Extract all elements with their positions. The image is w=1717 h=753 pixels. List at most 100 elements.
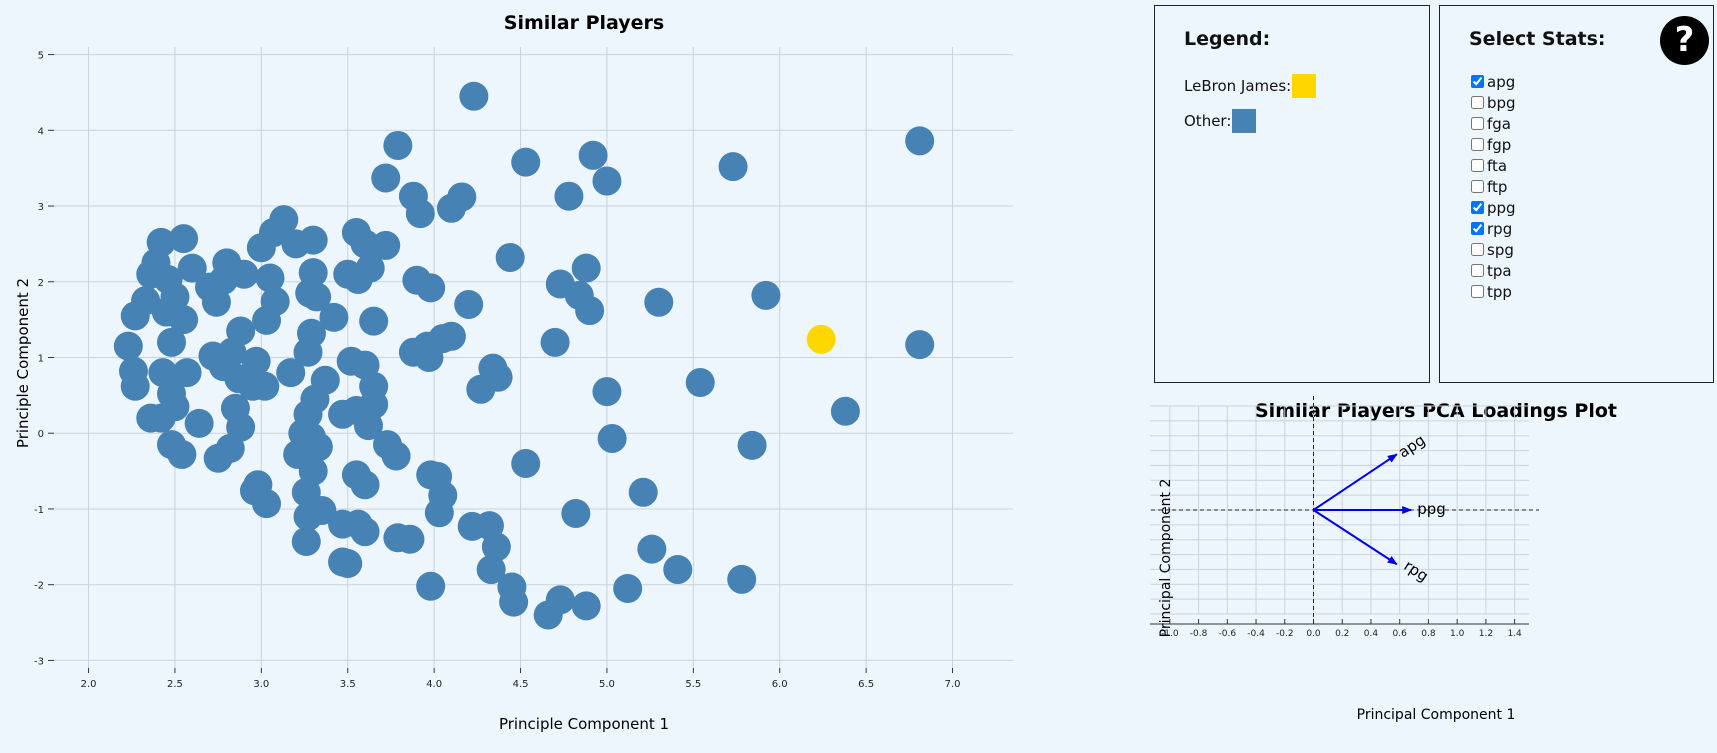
scatter-point-other[interactable] <box>350 470 380 500</box>
stat-checkbox-apg[interactable] <box>1471 75 1484 88</box>
scatter-point-other[interactable] <box>511 449 541 479</box>
scatter-point-other[interactable] <box>405 199 435 229</box>
scatter-point-other[interactable] <box>291 527 321 557</box>
scatter-point-other[interactable] <box>293 337 323 367</box>
stat-item-tpp[interactable]: tpp <box>1471 281 1516 302</box>
stat-item-spg[interactable]: spg <box>1471 239 1516 260</box>
scatter-point-other[interactable] <box>302 282 332 312</box>
stat-checkbox-ppg[interactable] <box>1471 201 1484 214</box>
scatter-point-other[interactable] <box>571 591 601 621</box>
scatter-point-other[interactable] <box>355 253 385 283</box>
scatter-point-other[interactable] <box>229 259 259 289</box>
scatter-point-other[interactable] <box>243 470 273 500</box>
scatter-point-other[interactable] <box>578 140 608 170</box>
scatter-point-other[interactable] <box>269 205 299 235</box>
scatter-point-other[interactable] <box>575 296 605 326</box>
stat-item-ppg[interactable]: ppg <box>1471 197 1516 218</box>
scatter-point-other[interactable] <box>571 253 601 283</box>
stat-item-fta[interactable]: fta <box>1471 155 1516 176</box>
scatter-point-other[interactable] <box>319 302 349 332</box>
scatter-point-other[interactable] <box>727 564 757 594</box>
scatter-point-other[interactable] <box>203 443 233 473</box>
scatter-point-other[interactable] <box>447 182 477 212</box>
scatter-point-other[interactable] <box>201 287 231 317</box>
scatter-point-other[interactable] <box>545 585 575 615</box>
scatter-point-other[interactable] <box>481 532 511 562</box>
help-button[interactable]: ? <box>1660 16 1709 65</box>
scatter-point-other[interactable] <box>120 301 150 331</box>
scatter-point-other[interactable] <box>298 225 328 255</box>
scatter-point-other[interactable] <box>416 273 446 303</box>
scatter-point-other[interactable] <box>172 358 202 388</box>
scatter-point-other[interactable] <box>459 81 489 111</box>
stat-checkbox-fta[interactable] <box>1471 159 1484 172</box>
scatter-point-other[interactable] <box>350 229 380 259</box>
scatter-point-other[interactable] <box>276 358 306 388</box>
stat-item-fgp[interactable]: fgp <box>1471 134 1516 155</box>
stat-checkbox-spg[interactable] <box>1471 243 1484 256</box>
stat-checkbox-bpg[interactable] <box>1471 96 1484 109</box>
scatter-point-other[interactable] <box>454 289 484 319</box>
stat-checkbox-tpa[interactable] <box>1471 264 1484 277</box>
stat-item-bpg[interactable]: bpg <box>1471 92 1516 113</box>
scatter-point-other[interactable] <box>169 224 199 254</box>
scatter-point-other[interactable] <box>905 330 935 360</box>
scatter-point-other[interactable] <box>416 571 446 601</box>
stat-checkbox-ftp[interactable] <box>1471 180 1484 193</box>
scatter-point-other[interactable] <box>371 163 401 193</box>
scatter-point-other[interactable] <box>613 573 643 603</box>
scatter-point-other[interactable] <box>359 306 389 336</box>
stat-checkbox-fgp[interactable] <box>1471 138 1484 151</box>
scatter-point-other[interactable] <box>328 399 358 429</box>
scatter-point-other[interactable] <box>383 130 413 160</box>
scatter-point-other[interactable] <box>381 441 411 471</box>
scatter-point-other[interactable] <box>255 263 285 293</box>
scatter-point-other[interactable] <box>156 327 186 357</box>
scatter-point-other[interactable] <box>184 408 214 438</box>
scatter-point-other[interactable] <box>424 498 454 528</box>
scatter-point-other[interactable] <box>241 346 271 376</box>
scatter-point-other[interactable] <box>293 502 323 532</box>
scatter-point-other[interactable] <box>167 439 197 469</box>
scatter-point-other[interactable] <box>540 327 570 357</box>
scatter-point-other[interactable] <box>830 396 860 426</box>
scatter-point-other[interactable] <box>628 477 658 507</box>
scatter-point-other[interactable] <box>554 181 584 211</box>
scatter-point-other[interactable] <box>511 147 541 177</box>
scatter-point-other[interactable] <box>153 264 183 294</box>
scatter-point-other[interactable] <box>350 517 380 547</box>
scatter-point-other[interactable] <box>685 367 715 397</box>
scatter-point-other[interactable] <box>499 587 529 617</box>
scatter-point-other[interactable] <box>120 371 150 401</box>
scatter-point-other[interactable] <box>644 287 674 317</box>
scatter-point-other[interactable] <box>250 371 280 401</box>
scatter-point-other[interactable] <box>751 280 781 310</box>
stat-item-fga[interactable]: fga <box>1471 113 1516 134</box>
scatter-point-other[interactable] <box>113 331 143 361</box>
scatter-point-other[interactable] <box>371 230 401 260</box>
scatter-point-other[interactable] <box>561 499 591 529</box>
stat-item-tpa[interactable]: tpa <box>1471 260 1516 281</box>
stat-item-ftp[interactable]: ftp <box>1471 176 1516 197</box>
scatter-point-other[interactable] <box>136 403 166 433</box>
scatter-point-other[interactable] <box>395 524 425 554</box>
scatter-point-other[interactable] <box>737 430 767 460</box>
scatter-point-other[interactable] <box>592 377 622 407</box>
scatter-point-other[interactable] <box>169 305 199 335</box>
scatter-point-other[interactable] <box>217 337 247 367</box>
scatter-point-other[interactable] <box>637 534 667 564</box>
scatter-point-other[interactable] <box>592 166 622 196</box>
scatter-point-other[interactable] <box>718 152 748 182</box>
scatter-point-other[interactable] <box>177 253 207 283</box>
stat-checkbox-tpp[interactable] <box>1471 285 1484 298</box>
scatter-point-other[interactable] <box>597 424 627 454</box>
scatter-point-other[interactable] <box>905 126 935 156</box>
stat-item-apg[interactable]: apg <box>1471 71 1516 92</box>
scatter-point-other[interactable] <box>353 411 383 441</box>
scatter-point-other[interactable] <box>436 321 466 351</box>
scatter-point-other[interactable] <box>663 555 693 585</box>
stat-checkbox-rpg[interactable] <box>1471 222 1484 235</box>
stat-item-rpg[interactable]: rpg <box>1471 218 1516 239</box>
stat-checkbox-fga[interactable] <box>1471 117 1484 130</box>
scatter-point-lebron[interactable] <box>806 324 836 354</box>
